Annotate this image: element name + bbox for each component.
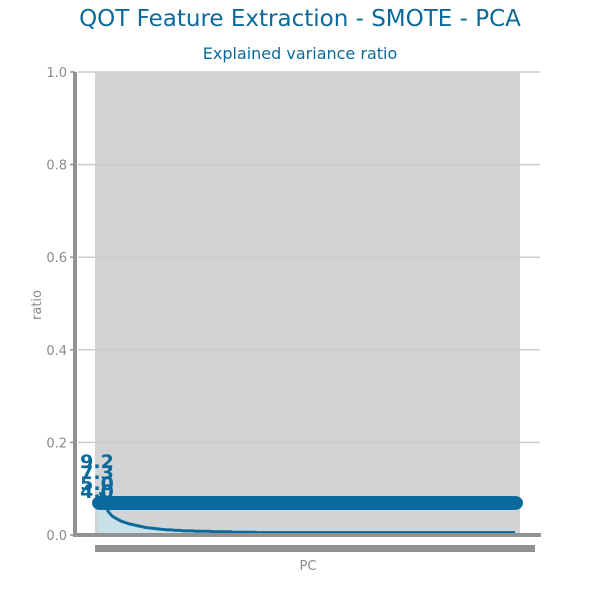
data-labels: 9.27.35.04.0: [80, 451, 114, 503]
y-tick-label: 0.4: [46, 344, 67, 359]
y-tick-label: 0.2: [46, 436, 67, 451]
chart-title: Explained variance ratio: [202, 44, 398, 63]
bar: [148, 528, 153, 535]
bar: [135, 525, 140, 535]
bar: [152, 528, 157, 535]
axes: [73, 72, 541, 552]
bar: [173, 530, 178, 535]
bar: [118, 521, 123, 535]
x-tick-band: [95, 545, 535, 552]
y-tick-labels: 0.0 0.2 0.4 0.6 0.8 1.0: [46, 66, 75, 544]
data-label: 9.2: [80, 451, 114, 473]
data-label: 5.0: [80, 473, 114, 495]
bar: [139, 526, 144, 535]
x-axis-label: PC: [300, 559, 317, 574]
bar: [98, 492, 102, 535]
data-label: 7.3: [80, 462, 114, 484]
bar: [165, 529, 170, 535]
bar: [156, 528, 161, 535]
plot-area: [95, 72, 520, 535]
bar: [186, 530, 191, 535]
bar: [177, 530, 182, 535]
data-label: 4.0: [80, 481, 114, 503]
y-tick-label: 0.0: [46, 529, 67, 544]
bar: [114, 518, 119, 535]
bar: [106, 511, 111, 535]
bar: [102, 501, 107, 535]
series-polyline: [98, 491, 515, 535]
bar: [110, 516, 115, 535]
page-title: QOT Feature Extraction - SMOTE - PCA: [79, 6, 521, 32]
bar: [169, 529, 174, 535]
bar: [160, 529, 165, 535]
gridlines: [78, 71, 540, 444]
bar: [144, 527, 149, 535]
bar: [123, 522, 128, 535]
bar: [181, 530, 186, 535]
y-axis-label: ratio: [30, 290, 45, 320]
marker-band: [100, 496, 515, 510]
y-tick-label: 0.8: [46, 159, 67, 174]
bar: [190, 530, 195, 535]
series-line: [92, 491, 523, 535]
y-tick-label: 1.0: [46, 66, 67, 81]
y-tick-label: 0.6: [46, 251, 67, 266]
bar: [131, 524, 136, 535]
bar: [127, 523, 132, 535]
plot-background: [95, 72, 520, 535]
